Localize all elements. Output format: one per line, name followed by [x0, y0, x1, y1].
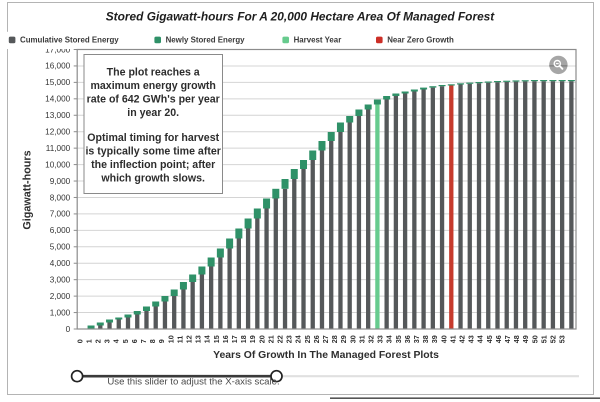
svg-text:Harvest Year: Harvest Year [294, 36, 342, 45]
svg-text:46: 46 [494, 335, 503, 343]
svg-text:16,000: 16,000 [45, 62, 70, 71]
svg-text:which growth slows.: which growth slows. [100, 173, 205, 185]
svg-text:38: 38 [421, 335, 430, 343]
svg-text:The plot reaches a: The plot reaches a [107, 67, 200, 79]
svg-text:42: 42 [458, 335, 467, 343]
svg-text:11: 11 [175, 336, 184, 344]
svg-text:7,000: 7,000 [50, 210, 71, 219]
svg-text:10,000: 10,000 [45, 160, 70, 169]
svg-text:2,000: 2,000 [50, 292, 71, 301]
svg-text:53: 53 [558, 335, 567, 343]
svg-text:4: 4 [112, 339, 121, 343]
svg-text:24: 24 [294, 335, 303, 343]
svg-text:34: 34 [385, 335, 394, 343]
svg-text:49: 49 [521, 335, 530, 343]
svg-text:14,000: 14,000 [45, 95, 70, 104]
svg-text:8,000: 8,000 [50, 193, 71, 202]
svg-text:22: 22 [276, 335, 285, 343]
svg-text:Newly Stored Energy: Newly Stored Energy [166, 36, 246, 45]
svg-text:1,000: 1,000 [50, 308, 71, 317]
svg-text:8: 8 [148, 339, 157, 343]
svg-text:48: 48 [512, 335, 521, 343]
svg-text:6,000: 6,000 [50, 226, 71, 235]
svg-text:9: 9 [157, 339, 166, 343]
svg-text:10: 10 [166, 335, 175, 343]
svg-text:2: 2 [94, 339, 103, 343]
svg-text:29: 29 [339, 335, 348, 343]
svg-text:40: 40 [439, 335, 448, 343]
svg-text:Years Of Growth In The Managed: Years Of Growth In The Managed Forest Pl… [213, 350, 439, 361]
svg-text:14: 14 [203, 335, 212, 343]
svg-text:32: 32 [367, 335, 376, 343]
svg-text:23: 23 [285, 335, 294, 343]
svg-text:50: 50 [530, 335, 539, 343]
svg-text:51: 51 [539, 335, 548, 343]
svg-text:Stored Gigawatt-hours For A 20: Stored Gigawatt-hours For A 20,000 Hecta… [106, 10, 496, 24]
svg-text:27: 27 [321, 335, 330, 343]
svg-text:41: 41 [448, 335, 457, 343]
svg-text:43: 43 [467, 335, 476, 343]
svg-text:the inflection point; after: the inflection point; after [91, 159, 215, 171]
svg-text:12,000: 12,000 [45, 128, 70, 137]
svg-text:28: 28 [330, 335, 339, 343]
svg-text:45: 45 [485, 335, 494, 343]
svg-text:0: 0 [75, 339, 84, 343]
svg-text:5,000: 5,000 [50, 243, 71, 252]
svg-text:26: 26 [312, 335, 321, 343]
svg-text:3,000: 3,000 [50, 275, 71, 284]
svg-text:in year 20.: in year 20. [127, 107, 179, 119]
svg-text:6: 6 [130, 339, 139, 343]
svg-text:rate of 642 GWh's per year: rate of 642 GWh's per year [87, 94, 220, 106]
svg-text:47: 47 [503, 335, 512, 343]
svg-text:1: 1 [84, 339, 93, 343]
svg-text:Cumulative Stored Energy: Cumulative Stored Energy [20, 36, 119, 45]
svg-text:0: 0 [66, 325, 71, 334]
svg-text:12: 12 [185, 335, 194, 343]
svg-text:21: 21 [266, 335, 275, 343]
svg-text:15: 15 [212, 335, 221, 343]
svg-text:52: 52 [549, 335, 558, 343]
svg-text:11,000: 11,000 [46, 144, 71, 153]
svg-text:19: 19 [248, 335, 257, 343]
svg-text:3: 3 [103, 339, 112, 343]
svg-text:4,000: 4,000 [50, 259, 71, 268]
svg-text:7: 7 [139, 339, 148, 343]
svg-text:Use this slider to adjust the: Use this slider to adjust the X-axis sca… [107, 376, 279, 387]
svg-text:Optimal timing for harvest: Optimal timing for harvest [87, 132, 219, 144]
svg-text:13: 13 [194, 335, 203, 343]
svg-text:30: 30 [348, 335, 357, 343]
svg-text:9,000: 9,000 [50, 177, 71, 186]
svg-text:35: 35 [394, 335, 403, 343]
svg-text:18: 18 [239, 335, 248, 343]
svg-text:44: 44 [476, 335, 485, 343]
svg-text:37: 37 [412, 335, 421, 343]
svg-text:15,000: 15,000 [45, 78, 70, 87]
svg-text:is typically some time after: is typically some time after [85, 146, 220, 158]
svg-text:33: 33 [376, 335, 385, 343]
svg-text:31: 31 [357, 335, 366, 343]
svg-text:maximum energy growth: maximum energy growth [91, 80, 216, 92]
svg-text:25: 25 [303, 335, 312, 343]
svg-text:13,000: 13,000 [45, 111, 70, 120]
svg-text:17,000: 17,000 [45, 45, 70, 54]
svg-text:16: 16 [221, 335, 230, 343]
svg-text:36: 36 [403, 335, 412, 343]
svg-text:39: 39 [430, 335, 439, 343]
svg-text:Near Zero Growth: Near Zero Growth [387, 36, 454, 45]
svg-text:17: 17 [230, 335, 239, 343]
svg-text:20: 20 [257, 335, 266, 343]
svg-text:Gigawatt-hours: Gigawatt-hours [22, 150, 34, 229]
svg-text:5: 5 [121, 339, 130, 343]
